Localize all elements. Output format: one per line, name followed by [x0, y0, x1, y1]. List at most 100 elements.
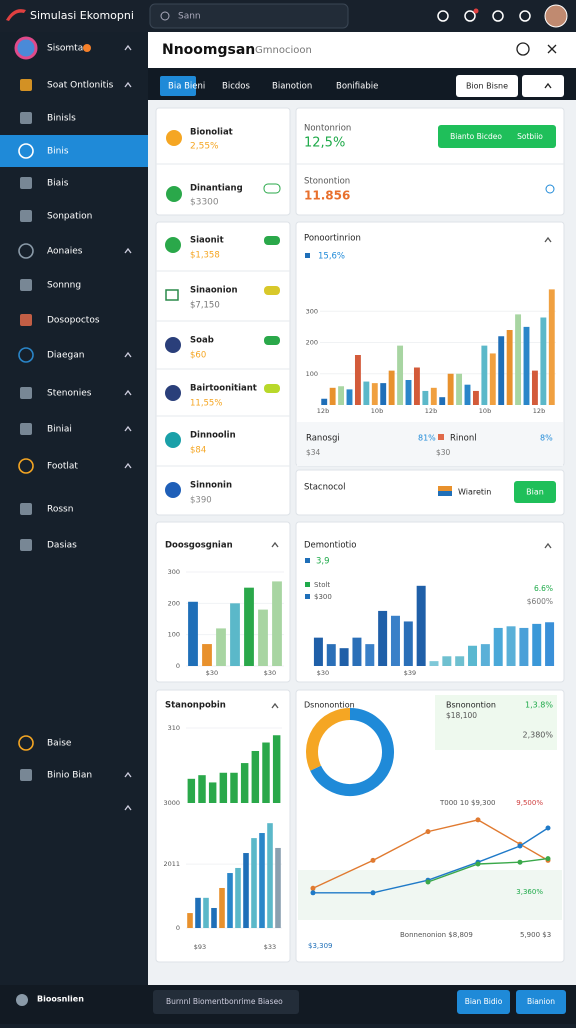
chart-label: 5,900 $3	[520, 931, 551, 939]
nav-item[interactable]: Biais	[47, 179, 69, 189]
button[interactable]	[438, 125, 556, 148]
bar	[481, 345, 488, 405]
list-icon	[165, 432, 181, 448]
chart-title: Ponoortinrion	[304, 234, 361, 244]
stat-value: 2,55%	[190, 142, 219, 152]
nav-icon	[18, 243, 34, 259]
chevron	[271, 541, 279, 548]
nav-item[interactable]: Binio Bian	[47, 771, 92, 781]
bar	[198, 775, 206, 803]
list-label: Siaonit	[190, 236, 224, 246]
nav-item[interactable]: Sonpation	[47, 212, 92, 222]
nav-item[interactable]: Sonnng	[47, 281, 81, 291]
row-icon	[438, 491, 452, 496]
nav-item[interactable]: Sisomtar	[47, 44, 87, 54]
x-tick-label: $39	[404, 669, 416, 677]
list-label: Sinaonion	[190, 286, 238, 296]
breakdown-strip	[297, 422, 563, 466]
bar	[442, 656, 452, 666]
bar	[352, 637, 362, 666]
y-tick-label: 300	[306, 307, 318, 315]
button-label[interactable]: Bian Bidio	[465, 997, 503, 1006]
x-tick-label: $30	[317, 669, 329, 677]
x-tick-label: 12b	[317, 407, 329, 415]
bar	[455, 656, 465, 666]
stat-icon	[166, 130, 182, 146]
footer-input[interactable]	[153, 990, 299, 1014]
nav-item[interactable]: Dasias	[47, 541, 77, 551]
nav-item[interactable]: Soat Ontlonitis	[47, 81, 114, 91]
line	[313, 827, 549, 894]
nav-item[interactable]: Rossn	[47, 505, 73, 515]
button[interactable]	[514, 481, 556, 503]
bar	[240, 763, 249, 803]
nav-icon	[20, 387, 32, 399]
button-label[interactable]: Sotbiio	[517, 132, 543, 141]
search-box[interactable]	[149, 3, 349, 29]
nav-icon	[18, 735, 34, 751]
bar	[439, 397, 446, 405]
y-tick-label: 0	[176, 662, 180, 670]
button[interactable]	[456, 75, 518, 97]
nav-item[interactable]: Footlat	[47, 462, 78, 472]
footer-brand: Bioosnlien	[37, 995, 84, 1004]
bar	[326, 644, 336, 666]
input-text[interactable]: Burnnl Biomentbonrime Biaseo	[166, 997, 283, 1006]
bar	[219, 887, 225, 928]
button-label[interactable]: Bianion	[527, 997, 555, 1006]
list-value: $60	[190, 351, 206, 361]
chart-label: 3,360%	[516, 888, 543, 896]
bar	[187, 913, 193, 928]
legend-swatch	[305, 558, 310, 563]
bar	[545, 622, 555, 666]
donut-segment	[310, 708, 394, 796]
line	[312, 819, 549, 889]
bar	[203, 897, 209, 928]
nav-icon	[20, 177, 32, 189]
list-value: $7,150	[190, 301, 220, 311]
nav-item[interactable]: Dosopoctos	[47, 316, 100, 326]
active-item-bg	[0, 135, 148, 167]
list-label: Sinnonin	[190, 481, 232, 491]
list-value: $84	[190, 446, 206, 456]
x-tick-label: $30	[206, 669, 218, 677]
tab[interactable]: Bianotion	[272, 82, 312, 92]
line-point	[545, 856, 551, 862]
dropdown[interactable]	[522, 75, 564, 97]
nav-item[interactable]: Biniai	[47, 425, 72, 435]
bar	[413, 367, 420, 405]
button[interactable]	[516, 990, 566, 1014]
tab[interactable]: Bonifiabie	[336, 82, 378, 92]
nav-item[interactable]: Binis	[47, 147, 69, 157]
bar	[519, 627, 529, 666]
button-label[interactable]: Bianto Bicdeo	[450, 132, 502, 141]
legend-swatch	[305, 253, 310, 258]
y-tick-label: 200	[168, 599, 180, 607]
toolbar-icon	[492, 10, 504, 22]
button-label[interactable]: Bion Bisne	[466, 82, 508, 91]
bar	[227, 873, 233, 928]
tab[interactable]: Bia Bieni	[168, 82, 205, 92]
nav-icon	[20, 112, 32, 124]
bar	[397, 345, 404, 405]
nav-item[interactable]: Aonaies	[47, 247, 83, 257]
legend-item: Stolt	[314, 581, 330, 589]
bar	[523, 326, 530, 405]
chart-title: Stanonpobin	[165, 701, 226, 711]
bar	[380, 383, 387, 405]
bar	[515, 314, 522, 405]
list-icon	[165, 237, 181, 253]
nav-icon	[20, 210, 32, 222]
button[interactable]	[457, 990, 510, 1014]
footer-icon	[16, 994, 28, 1006]
nav-item[interactable]: Diaegan	[47, 351, 84, 361]
tab[interactable]: Bicdos	[222, 82, 250, 92]
nav-item[interactable]: Baise	[47, 739, 72, 749]
nav-icon	[20, 503, 32, 515]
chevron	[124, 247, 132, 254]
button-label[interactable]: Bian	[526, 488, 544, 497]
bar	[272, 581, 282, 666]
y-tick-label: 100	[168, 631, 180, 639]
nav-item[interactable]: Stenonies	[47, 389, 92, 399]
nav-item[interactable]: Binisls	[47, 114, 76, 124]
